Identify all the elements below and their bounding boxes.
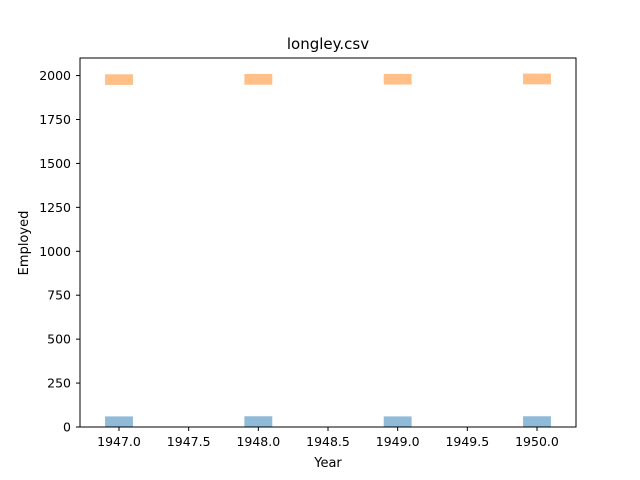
y-tick-label: 2000 [39, 68, 71, 83]
y-axis-ticks: 0 250 500 750 1000 1250 1500 1750 2000 [39, 68, 80, 435]
chart-title: longley.csv [287, 35, 369, 53]
y-tick-label: 1750 [39, 112, 71, 127]
y-tick-label: 500 [47, 332, 71, 347]
y-tick-label: 1500 [39, 156, 71, 171]
y-tick-label: 1250 [39, 200, 71, 215]
bar-series1-1950 [523, 416, 551, 427]
x-tick-label: 1948.0 [236, 434, 280, 449]
x-axis-ticks: 1947.0 1947.5 1948.0 1948.5 1949.0 1949.5 1950… [97, 427, 559, 449]
y-tick-label: 250 [47, 376, 71, 391]
bar-series1-1948 [244, 416, 273, 427]
x-tick-label: 1950.0 [515, 434, 559, 449]
x-tick-label: 1947.0 [97, 434, 141, 449]
x-tick-label: 1949.0 [376, 434, 420, 449]
x-tick-label: 1949.5 [445, 434, 489, 449]
bar-series1-1947 [105, 416, 133, 427]
x-tick-label: 1947.5 [167, 434, 211, 449]
bar-series2-1949 [383, 73, 412, 85]
y-tick-label: 0 [63, 420, 71, 435]
bars-layer [105, 73, 551, 427]
plot-frame [79, 57, 577, 428]
bar-series2-1947 [105, 74, 133, 85]
y-tick-label: 750 [47, 288, 71, 303]
bar-series2-1950 [523, 73, 551, 85]
bar-series1-1949 [383, 416, 412, 427]
x-axis-label: Year [313, 456, 342, 471]
x-tick-label: 1948.5 [306, 434, 350, 449]
y-axis-label: Employed [17, 211, 32, 276]
bar-series2-1948 [244, 73, 273, 85]
y-tick-label: 1000 [39, 244, 71, 259]
